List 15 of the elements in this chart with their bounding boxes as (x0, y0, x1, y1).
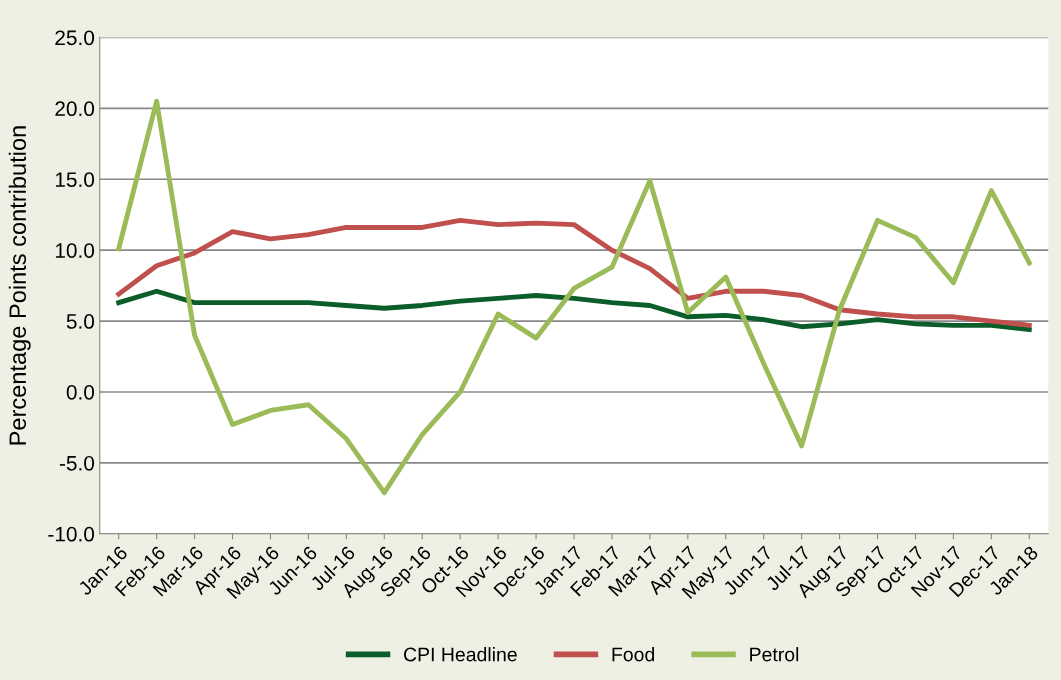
line-series (116, 288, 1032, 332)
line-series (116, 98, 1032, 496)
legend-label: Petrol (750, 647, 799, 662)
legend-label: Food (612, 647, 655, 662)
y-tick-label: -10.0 (48, 526, 95, 542)
y-tick-label: 20.0 (55, 101, 95, 117)
legend-label: CPI Headline (404, 647, 517, 662)
y-axis-title: Percentage Points contribution (8, 126, 31, 445)
y-tick-label: 25.0 (55, 30, 95, 46)
y-tick-label: 15.0 (55, 172, 95, 187)
y-tick-label: 0.0 (66, 384, 95, 400)
y-tick-label: 10.0 (55, 243, 95, 258)
line-series (116, 217, 1032, 328)
y-tick-label: -5.0 (59, 455, 95, 471)
y-tick-label: 5.0 (66, 314, 95, 329)
